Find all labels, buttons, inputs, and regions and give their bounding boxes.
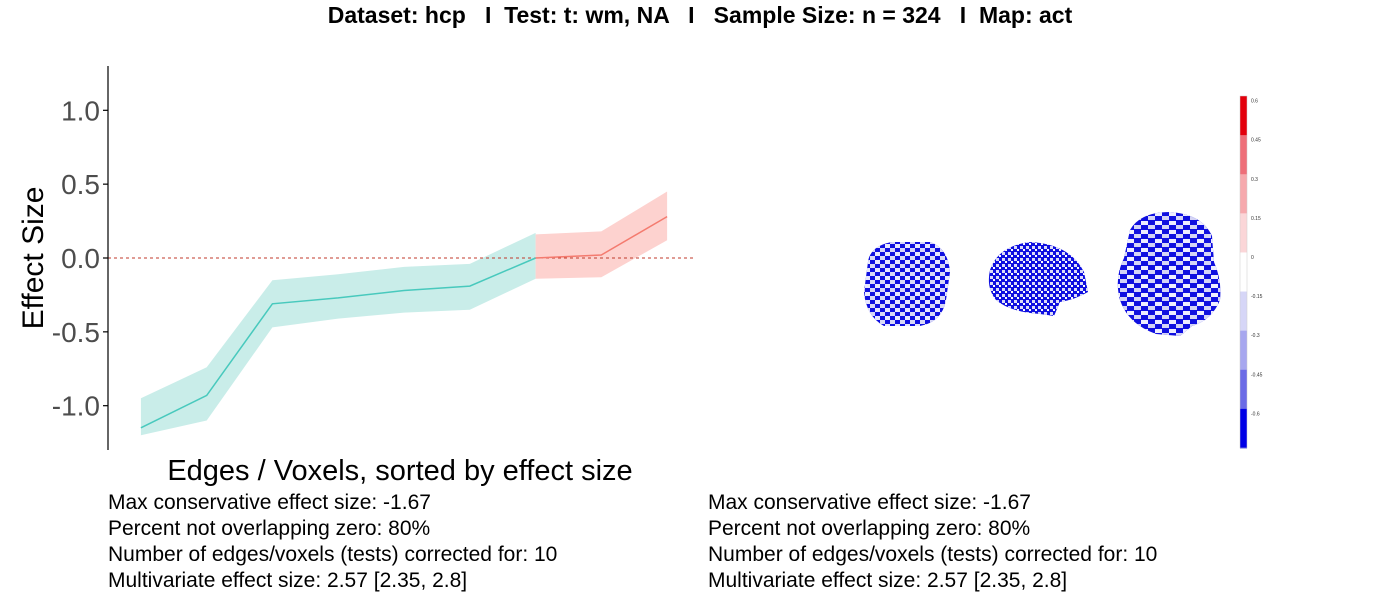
colorbar-segment bbox=[1240, 96, 1247, 136]
stats-left-panel: Max conservative effect size: -1.67 Perc… bbox=[108, 490, 557, 594]
y-axis-label: Effect Size bbox=[17, 187, 50, 330]
colorbar-segment bbox=[1240, 330, 1247, 371]
stat-line: Percent not overlapping zero: 80% bbox=[708, 517, 1031, 540]
y-tick-label: -0.5 bbox=[52, 317, 100, 348]
stat-line: Max conservative effect size: -1.67 bbox=[708, 491, 1031, 514]
chart-title: Dataset: hcp I Test: t: wm, NA I Sample … bbox=[327, 2, 1073, 28]
colorbar-tick-label: 0 bbox=[1251, 255, 1254, 261]
brain-axial-view-icon bbox=[864, 242, 950, 326]
colorbar-segment bbox=[1240, 291, 1247, 332]
series-lines bbox=[140, 215, 668, 429]
colorbar-tick-label: -0.15 bbox=[1251, 294, 1263, 300]
series-line-0 bbox=[140, 257, 536, 429]
x-axis-label: Edges / Voxels, sorted by effect size bbox=[167, 455, 632, 487]
colorbar-tick-label: 0.15 bbox=[1251, 216, 1261, 222]
colorbar-tick-label: -0.45 bbox=[1251, 372, 1263, 378]
stat-line: Multivariate effect size: 2.57 [2.35, 2.… bbox=[108, 569, 468, 592]
colorbar-tick-label: 0.3 bbox=[1251, 177, 1258, 183]
y-tick-label: 0.0 bbox=[61, 243, 100, 274]
colorbar-segment bbox=[1240, 135, 1247, 175]
colorbar-segment bbox=[1240, 252, 1247, 293]
y-tick-label: 0.5 bbox=[61, 169, 100, 200]
brain-coronal-view-icon bbox=[1117, 212, 1221, 336]
y-tick-label: 1.0 bbox=[61, 95, 100, 126]
confidence-bands bbox=[140, 191, 668, 436]
colorbar-tick-label: -0.3 bbox=[1251, 333, 1260, 339]
stat-line: Max conservative effect size: -1.67 bbox=[108, 491, 431, 514]
stat-line: Percent not overlapping zero: 80% bbox=[108, 517, 431, 540]
colorbar-tick-label: -0.6 bbox=[1251, 411, 1260, 417]
colorbar-tick-label: 0.45 bbox=[1251, 138, 1261, 144]
colorbar: 0.6 0.45 0.3 0.15 0 -0.15 -0.3 -0.45 -0.6 bbox=[1239, 95, 1263, 449]
stat-line: Number of edges/voxels (tests) corrected… bbox=[108, 543, 558, 566]
colorbar-segment bbox=[1240, 369, 1247, 410]
confidence-band-1 bbox=[535, 191, 668, 279]
colorbar-tick-label: 0.6 bbox=[1251, 99, 1258, 105]
colorbar-segment bbox=[1240, 213, 1247, 253]
confidence-band-0 bbox=[140, 232, 536, 436]
colorbar-segment bbox=[1240, 174, 1247, 214]
stat-line: Multivariate effect size: 2.57 [2.35, 2.… bbox=[708, 569, 1068, 592]
brain-map-images bbox=[864, 212, 1221, 336]
brain-sagittal-view-icon bbox=[988, 242, 1088, 316]
colorbar-outline bbox=[1239, 95, 1248, 449]
colorbar-segment bbox=[1240, 408, 1247, 449]
y-axis-ticks: 1.0 0.5 0.0 -0.5 -1.0 bbox=[52, 95, 108, 422]
series-line-1 bbox=[535, 215, 668, 259]
stat-line: Number of edges/voxels (tests) corrected… bbox=[708, 543, 1158, 566]
y-tick-label: -1.0 bbox=[52, 391, 100, 422]
stats-right-panel: Max conservative effect size: -1.67 Perc… bbox=[708, 490, 1157, 594]
